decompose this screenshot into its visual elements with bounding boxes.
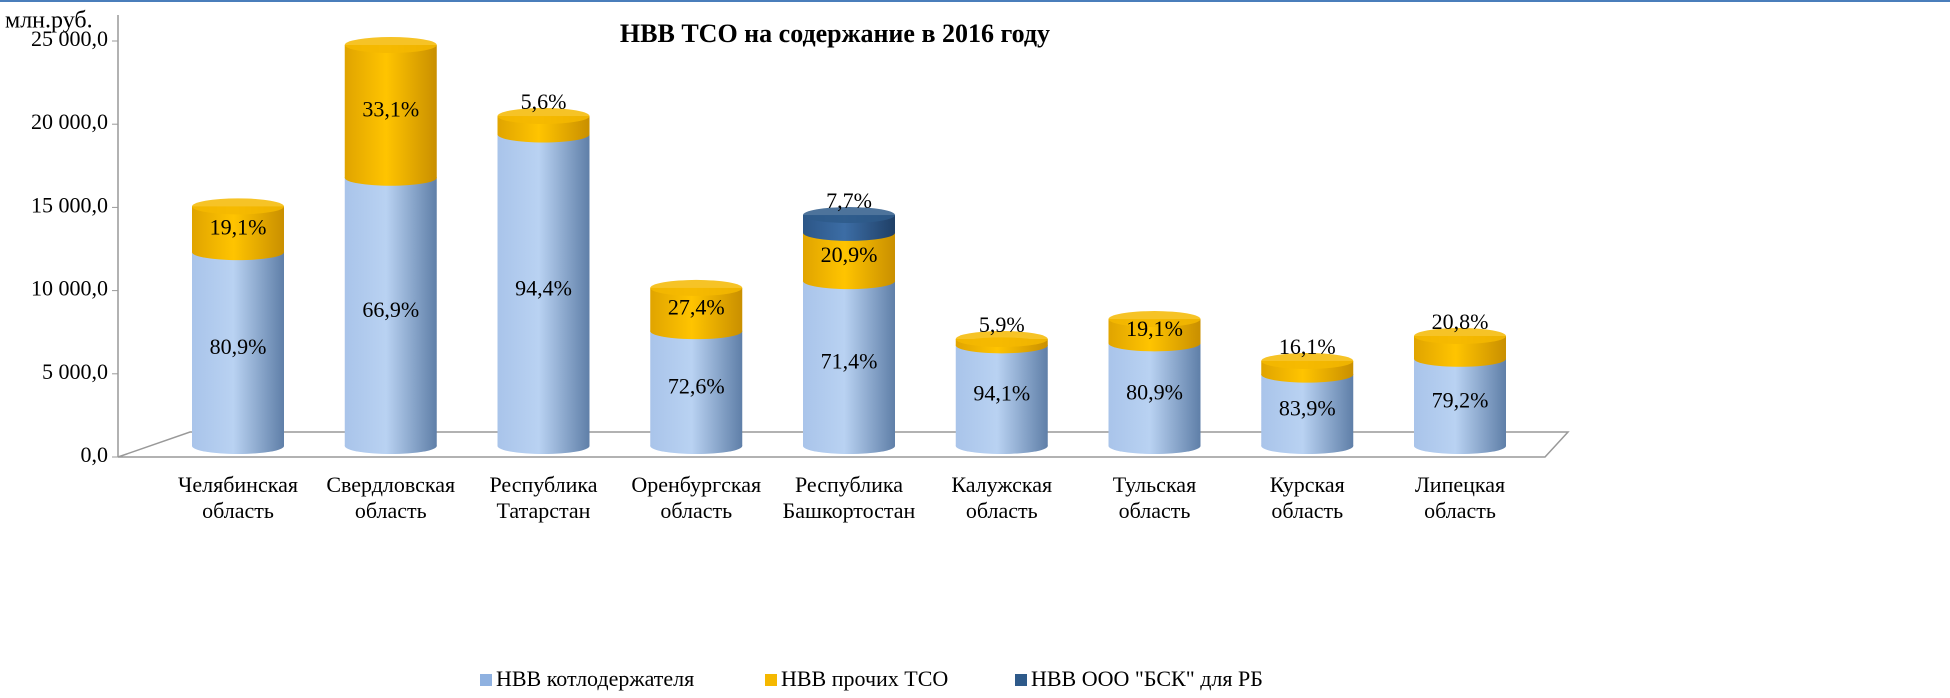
legend-swatch bbox=[1015, 674, 1027, 686]
bar-cap bbox=[955, 331, 1048, 348]
bar-cap bbox=[650, 279, 743, 296]
bar-segment bbox=[650, 331, 743, 446]
bar-cap bbox=[1108, 311, 1201, 328]
data-label: 7,7% bbox=[826, 188, 872, 213]
bar-cap bbox=[803, 207, 895, 224]
bar-segment bbox=[497, 134, 590, 446]
bar-segment bbox=[344, 44, 437, 178]
bar-segment bbox=[955, 345, 1048, 446]
legend-label: НВВ котлодержателя bbox=[496, 666, 694, 691]
x-tick-label: Оренбургская область bbox=[631, 472, 762, 523]
data-label: 94,1% bbox=[973, 381, 1030, 406]
x-tick-label: Калужская область bbox=[951, 472, 1053, 523]
bar-cap bbox=[1261, 352, 1354, 369]
data-label: 16,1% bbox=[1279, 334, 1336, 359]
data-label: 20,8% bbox=[1432, 309, 1489, 334]
data-label: 80,9% bbox=[210, 334, 267, 359]
data-label: 79,2% bbox=[1432, 387, 1489, 412]
x-tick-label: Липецкая область bbox=[1414, 472, 1506, 523]
bar-segment bbox=[1414, 358, 1506, 446]
y-tick-label: 25 000,0 bbox=[31, 26, 108, 51]
y-tick-label: 0,0 bbox=[81, 442, 109, 467]
data-label: 27,4% bbox=[668, 295, 725, 320]
x-tick-label: Тульская область bbox=[1112, 472, 1197, 523]
data-label: 66,9% bbox=[362, 297, 419, 322]
data-label: 71,4% bbox=[821, 349, 878, 374]
data-label: 80,9% bbox=[1126, 380, 1183, 405]
data-label: 5,6% bbox=[521, 89, 567, 114]
bar-cap bbox=[1414, 328, 1506, 345]
data-label: 19,1% bbox=[210, 214, 267, 239]
data-label: 94,4% bbox=[515, 275, 572, 300]
data-label: 33,1% bbox=[362, 96, 419, 121]
x-tick-label: Республика Татарстан bbox=[489, 472, 598, 523]
y-tick-label: 5 000,0 bbox=[42, 359, 108, 384]
x-tick-label: Республика Башкортостан bbox=[782, 472, 916, 523]
bar-cap bbox=[192, 198, 284, 215]
bar-segment bbox=[1108, 343, 1201, 446]
x-tick-label: Курская область bbox=[1269, 472, 1345, 523]
legend-swatch bbox=[765, 674, 777, 686]
y-axis-label: млн.руб. bbox=[5, 8, 93, 34]
floor bbox=[117, 431, 1570, 458]
bar-segment bbox=[192, 252, 284, 446]
chart-title: НВВ ТСО на содержание в 2016 году bbox=[620, 19, 1050, 48]
x-tick-label: Челябинская область bbox=[178, 472, 298, 523]
bar-segment bbox=[1261, 374, 1354, 446]
y-tick-label: 15 000,0 bbox=[31, 192, 108, 217]
data-label: 20,9% bbox=[821, 242, 878, 267]
data-label: 5,9% bbox=[979, 312, 1025, 337]
bar-segment bbox=[344, 177, 437, 447]
data-label: 19,1% bbox=[1126, 316, 1183, 341]
data-label: 83,9% bbox=[1279, 395, 1336, 420]
legend-swatch bbox=[480, 674, 492, 686]
legend-label: НВВ ООО "БСК" для РБ bbox=[1031, 666, 1263, 691]
y-tick-label: 20 000,0 bbox=[31, 109, 108, 134]
y-tick-label: 10 000,0 bbox=[31, 276, 108, 301]
bar-cap bbox=[344, 36, 437, 53]
bar-cap bbox=[497, 108, 590, 125]
legend-label: НВВ прочих ТСО bbox=[781, 666, 948, 691]
x-tick-label: Свердловская область bbox=[326, 472, 456, 523]
data-label: 72,6% bbox=[668, 374, 725, 399]
bar-segment bbox=[803, 281, 895, 446]
bar-segment bbox=[803, 232, 895, 282]
